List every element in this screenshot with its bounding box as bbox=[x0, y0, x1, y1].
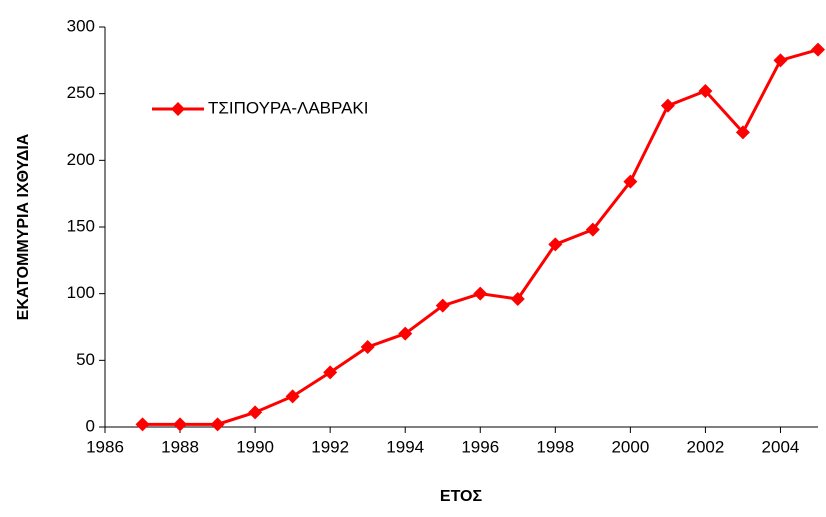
marker bbox=[135, 417, 150, 432]
x-tick-label: 1990 bbox=[236, 437, 274, 456]
marker bbox=[811, 42, 825, 57]
marker bbox=[173, 417, 188, 432]
x-tick-label: 1986 bbox=[86, 437, 124, 456]
y-tick-label: 300 bbox=[67, 16, 95, 35]
marker bbox=[285, 389, 300, 404]
x-tick-label: 1998 bbox=[536, 437, 574, 456]
marker bbox=[210, 417, 225, 432]
marker bbox=[323, 365, 338, 380]
marker bbox=[698, 84, 713, 98]
y-axis-title: ΕΚΑΤΟΜΜΥΡΙΑ ΙΧΘΥΔΙΑ bbox=[15, 133, 32, 320]
x-tick-label: 2004 bbox=[762, 437, 800, 456]
marker bbox=[510, 292, 525, 306]
marker bbox=[548, 237, 563, 252]
marker bbox=[248, 405, 263, 420]
marker bbox=[473, 286, 488, 301]
x-tick-label: 2002 bbox=[687, 437, 725, 456]
y-tick-label: 100 bbox=[67, 283, 95, 302]
marker bbox=[773, 53, 788, 68]
y-tick-label: 200 bbox=[67, 150, 95, 169]
y-tick-label: 250 bbox=[67, 83, 95, 102]
marker bbox=[360, 340, 375, 354]
legend-label: ΤΣΙΠΟΥΡΑ-ΛΑΒΡΑΚΙ bbox=[208, 98, 369, 117]
marker bbox=[435, 298, 450, 313]
legend-marker bbox=[171, 102, 185, 116]
x-axis-title: ΕΤΟΣ bbox=[440, 488, 483, 505]
marker bbox=[623, 174, 638, 189]
y-tick-label: 0 bbox=[86, 416, 95, 435]
y-tick-label: 150 bbox=[67, 216, 95, 235]
marker bbox=[585, 222, 600, 237]
marker bbox=[735, 125, 750, 140]
x-tick-label: 1994 bbox=[386, 437, 424, 456]
marker bbox=[660, 98, 675, 113]
x-tick-label: 1988 bbox=[161, 437, 199, 456]
marker bbox=[398, 326, 413, 341]
x-tick-label: 1992 bbox=[311, 437, 349, 456]
y-tick-label: 50 bbox=[76, 350, 95, 369]
x-tick-label: 2000 bbox=[611, 437, 649, 456]
x-tick-label: 1996 bbox=[461, 437, 499, 456]
